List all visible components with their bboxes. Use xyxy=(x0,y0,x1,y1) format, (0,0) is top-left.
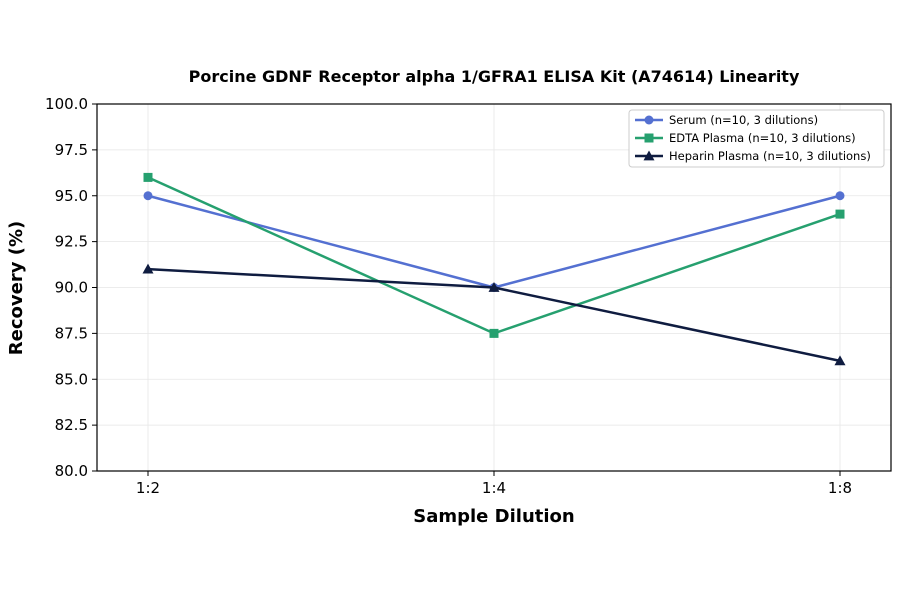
data-point xyxy=(489,328,499,338)
data-point xyxy=(834,355,846,366)
y-tick-label: 100.0 xyxy=(45,95,88,113)
series-3 xyxy=(142,263,846,366)
plot-frame xyxy=(96,103,892,472)
chart-title: Porcine GDNF Receptor alpha 1/GFRA1 ELIS… xyxy=(189,67,800,86)
x-tick-label: 1:8 xyxy=(828,479,852,497)
legend-marker xyxy=(644,115,654,125)
axis-ticks: 80.0 82.5 85.0 87.5 90.0 92.5 95.0 97.5 100.0 1:2… xyxy=(45,95,852,497)
legend-item: Serum (n=10, 3 dilutions) xyxy=(635,113,818,127)
y-tick-label: 82.5 xyxy=(55,416,88,434)
y-tick-label: 92.5 xyxy=(55,233,88,251)
y-tick-label: 87.5 xyxy=(55,324,88,342)
legend: Serum (n=10, 3 dilutions) EDTA Plasma (n=… xyxy=(628,109,885,168)
x-tick-label: 1:4 xyxy=(482,479,506,497)
legend-item: EDTA Plasma (n=10, 3 dilutions) xyxy=(635,131,856,145)
y-axis-label: Recovery (%) xyxy=(6,221,27,355)
data-point xyxy=(835,209,845,219)
legend-label: EDTA Plasma (n=10, 3 dilutions) xyxy=(669,131,856,145)
legend-marker xyxy=(643,150,655,161)
legend-box xyxy=(628,109,885,168)
series-2 xyxy=(143,172,845,338)
x-axis-label: Sample Dilution xyxy=(413,506,574,527)
data-point xyxy=(142,263,154,274)
y-tick-label: 95.0 xyxy=(55,187,88,205)
data-point xyxy=(488,282,500,292)
data-point xyxy=(835,191,845,201)
y-tick-label: 85.0 xyxy=(55,370,88,388)
data-point xyxy=(143,172,153,182)
x-tick-label: 1:2 xyxy=(136,479,160,497)
data-point xyxy=(143,191,153,201)
y-tick-label: 97.5 xyxy=(55,141,88,159)
legend-label: Heparin Plasma (n=10, 3 dilutions) xyxy=(669,149,871,163)
legend-item: Heparin Plasma (n=10, 3 dilutions) xyxy=(635,149,871,163)
legend-marker xyxy=(644,133,654,143)
series-layer xyxy=(142,172,846,366)
legend-label: Serum (n=10, 3 dilutions) xyxy=(669,113,818,127)
y-tick-label: 80.0 xyxy=(55,462,88,480)
y-tick-label: 90.0 xyxy=(55,279,88,297)
